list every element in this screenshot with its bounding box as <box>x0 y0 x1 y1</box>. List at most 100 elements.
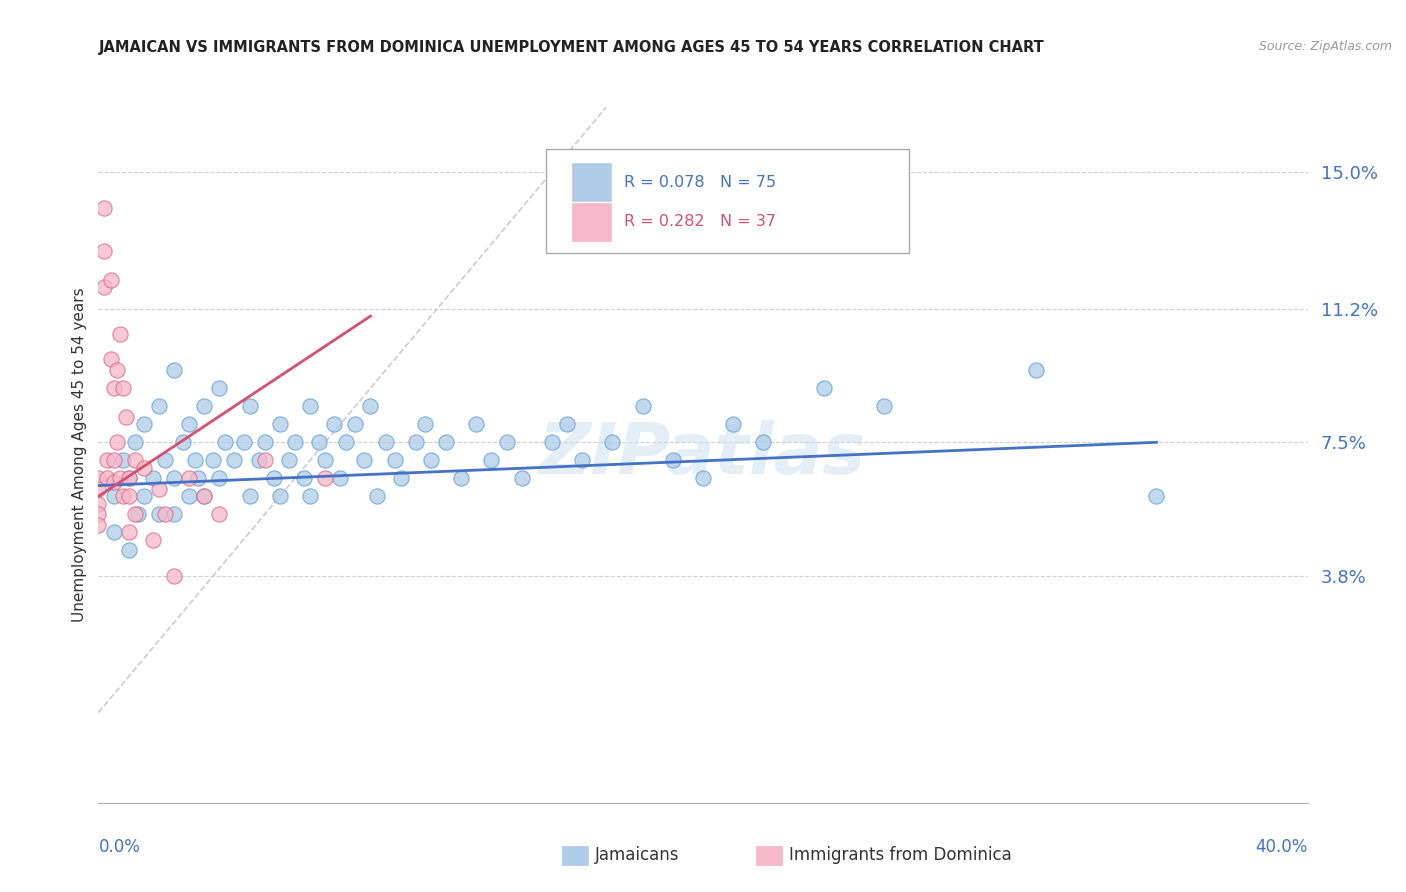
Point <box>323 417 346 432</box>
Point <box>142 533 165 547</box>
Text: Immigrants from Dominica: Immigrants from Dominica <box>789 847 1011 864</box>
Point <box>239 489 262 503</box>
Point <box>344 417 367 432</box>
Point <box>118 525 141 540</box>
Point <box>661 453 683 467</box>
Point <box>269 489 291 503</box>
Point <box>87 518 110 533</box>
Point <box>540 435 562 450</box>
Point <box>224 453 246 467</box>
Point <box>405 435 427 450</box>
Point <box>111 453 134 467</box>
Point <box>103 475 125 489</box>
Point <box>93 280 115 294</box>
Point <box>813 381 835 395</box>
Point <box>93 244 115 259</box>
Point <box>96 453 118 467</box>
Point <box>187 471 209 485</box>
Point <box>384 453 406 467</box>
Point <box>163 568 186 582</box>
Point <box>87 497 110 511</box>
Point <box>105 363 128 377</box>
Point <box>208 471 231 485</box>
Point <box>721 417 744 432</box>
Point <box>127 508 149 522</box>
Point <box>163 471 186 485</box>
Point <box>118 489 141 503</box>
Point <box>389 471 412 485</box>
Point <box>366 489 388 503</box>
Point <box>132 460 155 475</box>
Point <box>124 453 146 467</box>
Text: JAMAICAN VS IMMIGRANTS FROM DOMINICA UNEMPLOYMENT AMONG AGES 45 TO 54 YEARS CORR: JAMAICAN VS IMMIGRANTS FROM DOMINICA UNE… <box>98 40 1045 55</box>
Point <box>184 453 207 467</box>
Point <box>247 453 270 467</box>
Point <box>450 471 472 485</box>
Point <box>335 435 357 450</box>
Point <box>193 399 215 413</box>
Point <box>308 435 330 450</box>
Point <box>193 489 215 503</box>
Point <box>314 453 336 467</box>
Text: 0.0%: 0.0% <box>98 838 141 856</box>
Point <box>177 471 201 485</box>
Point <box>118 543 141 558</box>
Point <box>124 435 146 450</box>
Text: Jamaicans: Jamaicans <box>595 847 679 864</box>
Point <box>495 435 517 450</box>
Point <box>692 471 714 485</box>
Point <box>105 435 128 450</box>
Point <box>510 471 533 485</box>
Point <box>269 417 291 432</box>
Point <box>239 399 262 413</box>
Point <box>465 417 488 432</box>
Point <box>87 471 110 485</box>
Point <box>142 471 165 485</box>
Text: R = 0.078   N = 75: R = 0.078 N = 75 <box>624 175 776 190</box>
Point <box>208 508 231 522</box>
Point <box>419 453 441 467</box>
Point <box>118 471 141 485</box>
Point <box>360 399 382 413</box>
Text: R = 0.282   N = 37: R = 0.282 N = 37 <box>624 214 776 229</box>
Point <box>124 508 146 522</box>
Point <box>132 417 155 432</box>
Point <box>93 201 115 215</box>
Point <box>571 453 593 467</box>
Bar <box>572 202 612 241</box>
Point <box>602 435 624 450</box>
Point <box>108 327 131 342</box>
Point <box>208 381 231 395</box>
Point <box>108 471 131 485</box>
Point <box>873 399 896 413</box>
Y-axis label: Unemployment Among Ages 45 to 54 years: Unemployment Among Ages 45 to 54 years <box>72 287 87 623</box>
Point <box>631 399 654 413</box>
Point <box>103 489 125 503</box>
Point <box>374 435 396 450</box>
Point <box>232 435 254 450</box>
Text: ZIPatlas: ZIPatlas <box>540 420 866 490</box>
Point <box>87 482 110 496</box>
Point <box>1144 489 1167 503</box>
Bar <box>572 163 612 202</box>
Point <box>752 435 775 450</box>
Point <box>148 482 170 496</box>
Point <box>292 471 315 485</box>
Point <box>193 489 215 503</box>
Point <box>148 399 170 413</box>
Point <box>253 453 276 467</box>
Point <box>103 525 125 540</box>
Point <box>114 410 136 425</box>
Point <box>314 471 336 485</box>
Point <box>277 453 299 467</box>
Point <box>214 435 236 450</box>
Point <box>132 489 155 503</box>
Point <box>148 508 170 522</box>
Point <box>163 363 186 377</box>
Point <box>202 453 225 467</box>
Point <box>100 273 122 287</box>
FancyBboxPatch shape <box>546 149 908 253</box>
Point <box>299 489 322 503</box>
Text: 40.0%: 40.0% <box>1256 838 1308 856</box>
Point <box>555 417 578 432</box>
